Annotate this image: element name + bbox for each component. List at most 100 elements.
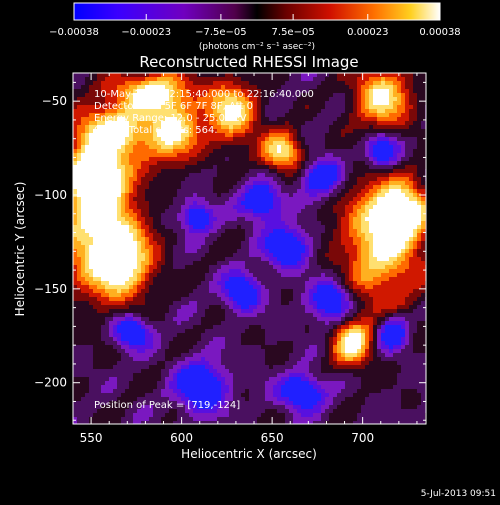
heatmap-cell [193, 245, 197, 249]
heatmap-cell [81, 97, 85, 101]
heatmap-cell [213, 337, 217, 341]
heatmap-cell [365, 249, 369, 253]
heatmap-cell [153, 229, 157, 233]
heatmap-cell [237, 173, 241, 177]
heatmap-cell [121, 245, 125, 249]
heatmap-cell [97, 73, 101, 77]
heatmap-cell [309, 101, 313, 105]
heatmap-cell [241, 161, 245, 165]
heatmap-cell [193, 265, 197, 269]
heatmap-cell [329, 317, 333, 321]
heatmap-cell [97, 201, 101, 205]
heatmap-cell [229, 269, 233, 273]
heatmap-cell [269, 181, 273, 185]
heatmap-cell [89, 265, 93, 269]
heatmap-cell [393, 93, 397, 97]
heatmap-cell [329, 89, 333, 93]
heatmap-cell [261, 177, 265, 181]
heatmap-cell [405, 213, 409, 217]
heatmap-cell [85, 281, 89, 285]
heatmap-cell [341, 161, 345, 165]
heatmap-cell [293, 177, 297, 181]
heatmap-cell [377, 229, 381, 233]
heatmap-cell [309, 185, 313, 189]
heatmap-cell [317, 185, 321, 189]
heatmap-cell [389, 277, 393, 281]
heatmap-cell [157, 261, 161, 265]
heatmap-cell [277, 81, 281, 85]
heatmap-cell [181, 157, 185, 161]
heatmap-cell [77, 269, 81, 273]
heatmap-cell [393, 253, 397, 257]
heatmap-cell [193, 209, 197, 213]
heatmap-cell [189, 341, 193, 345]
heatmap-cell [337, 157, 341, 161]
heatmap-cell [173, 193, 177, 197]
heatmap-cell [113, 289, 117, 293]
heatmap-cell [85, 141, 89, 145]
heatmap-cell [241, 233, 245, 237]
heatmap-cell [261, 217, 265, 221]
heatmap-cell [77, 241, 81, 245]
heatmap-cell [421, 185, 425, 189]
heatmap-cell [257, 233, 261, 237]
heatmap-cell [349, 265, 353, 269]
heatmap-cell [393, 225, 397, 229]
heatmap-cell [101, 273, 105, 277]
heatmap-cell [117, 81, 121, 85]
heatmap-cell [241, 73, 245, 77]
heatmap-cell [417, 161, 421, 165]
heatmap-cell [389, 281, 393, 285]
heatmap-cell [413, 221, 417, 225]
heatmap-cell [229, 161, 233, 165]
heatmap-cell [117, 193, 121, 197]
heatmap-cell [193, 81, 197, 85]
heatmap-cell [253, 113, 257, 117]
heatmap-cell [277, 221, 281, 225]
heatmap-cell [73, 253, 77, 257]
heatmap-cell [77, 97, 81, 101]
heatmap-cell [117, 181, 121, 185]
heatmap-cell [341, 333, 345, 337]
heatmap-cell [93, 313, 97, 317]
heatmap-cell [193, 193, 197, 197]
heatmap-cell [349, 329, 353, 333]
heatmap-cell [261, 165, 265, 169]
heatmap-cell [421, 141, 425, 145]
heatmap-cell [357, 125, 361, 129]
heatmap-cell [137, 77, 141, 81]
heatmap-cell [81, 261, 85, 265]
heatmap-cell [153, 281, 157, 285]
heatmap-cell [85, 161, 89, 165]
heatmap-cell [253, 289, 257, 293]
heatmap-cell [129, 205, 133, 209]
heatmap-cell [109, 237, 113, 241]
heatmap-cell [257, 201, 261, 205]
heatmap-cell [413, 305, 417, 309]
heatmap-cell [369, 137, 373, 141]
heatmap-cell [269, 249, 273, 253]
heatmap-cell [401, 121, 405, 125]
heatmap-cell [101, 193, 105, 197]
heatmap-cell [289, 177, 293, 181]
heatmap-cell [393, 141, 397, 145]
heatmap-cell [169, 193, 173, 197]
heatmap-cell [253, 157, 257, 161]
heatmap-cell [229, 149, 233, 153]
heatmap-cell [165, 173, 169, 177]
heatmap-cell [173, 137, 177, 141]
heatmap-cell [401, 117, 405, 121]
heatmap-cell [113, 77, 117, 81]
heatmap-cell [261, 161, 265, 165]
heatmap-cell [249, 77, 253, 81]
heatmap-cell [109, 181, 113, 185]
heatmap-cell [289, 269, 293, 273]
heatmap-cell [321, 273, 325, 277]
heatmap-cell [81, 305, 85, 309]
heatmap-cell [205, 205, 209, 209]
heatmap-cell [221, 161, 225, 165]
heatmap-cell [285, 261, 289, 265]
heatmap-cell [365, 129, 369, 133]
heatmap-cell [137, 193, 141, 197]
heatmap-cell [281, 257, 285, 261]
